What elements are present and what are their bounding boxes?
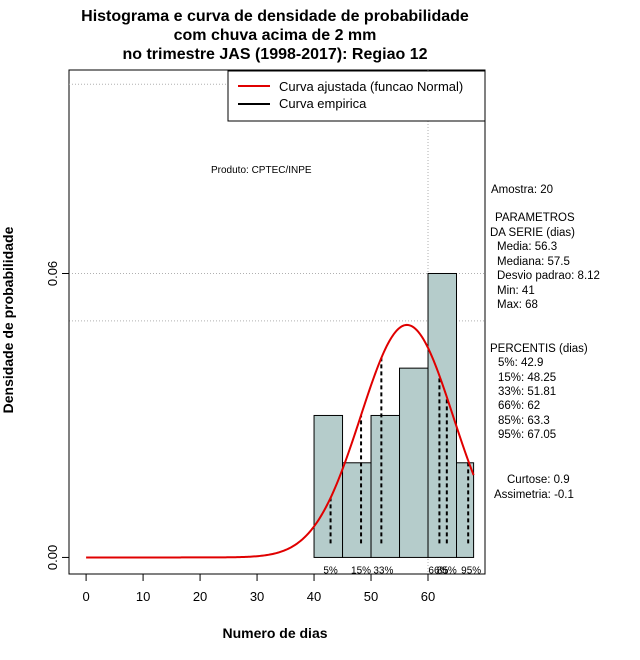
histogram-bars	[313, 272, 475, 558]
stat-p5: 5%: 42.9	[498, 357, 543, 369]
histogram-bar	[370, 414, 401, 558]
y-tick-label: 0.06	[45, 261, 60, 286]
legend-label-normal: Curva ajustada (funcao Normal)	[279, 79, 463, 94]
percentile-label: 95%	[461, 565, 481, 576]
legend-box	[227, 70, 486, 122]
percentile-label: 66%	[428, 565, 448, 576]
histogram-bar	[456, 462, 475, 558]
percentile-lines	[329, 357, 470, 544]
histogram-bar	[313, 414, 344, 558]
stat-curtose: Curtose: 0.9	[507, 474, 570, 486]
chart-title-line-2: com chuva acima de 2 mm	[174, 27, 377, 44]
percentile-labels: 5% 15% 33% 66%85% 95%	[323, 565, 481, 576]
histogram-bar	[399, 367, 429, 558]
stat-media: Media: 56.3	[497, 241, 557, 253]
stat-mediana: Mediana: 57.5	[497, 256, 570, 268]
product-label: Produto: CPTEC/INPE	[211, 165, 312, 176]
percentile-label: 15%	[351, 565, 371, 576]
x-tick-label: 40	[307, 589, 321, 604]
y-axis: 0.00 0.06	[45, 261, 70, 570]
stat-p85: 85%: 63.3	[498, 415, 550, 427]
stat-p66: 66%: 62	[498, 400, 540, 412]
stat-params-heading-2: DA SERIE (dias)	[490, 227, 575, 239]
statistics-panel: Amostra: 20 PARAMETROS DA SERIE (dias) M…	[490, 184, 600, 501]
stat-params-heading-1: PARAMETROS	[495, 212, 575, 224]
histogram-bar	[342, 462, 372, 558]
stat-p15: 15%: 48.25	[498, 372, 556, 384]
x-tick-label: 30	[250, 589, 264, 604]
stat-max: Max: 68	[497, 299, 538, 311]
x-axis: 0 10 20 30 40 50 60	[82, 573, 435, 604]
x-tick-label: 50	[364, 589, 378, 604]
stat-p95: 95%: 67.05	[498, 429, 556, 441]
stat-sample: Amostra: 20	[491, 184, 553, 196]
normal-curve-line	[86, 323, 475, 559]
histogram-bar	[427, 272, 458, 558]
x-tick-label: 60	[421, 589, 435, 604]
stat-p33: 33%: 51.81	[498, 386, 556, 398]
x-tick-label: 10	[136, 589, 150, 604]
stat-percentis-heading: PERCENTIS (dias)	[490, 343, 588, 355]
y-tick-label: 0.00	[45, 545, 60, 570]
chart-title-line-3: no trimestre JAS (1998-2017): Regiao 12	[122, 46, 427, 63]
legend-label-empirical: Curva empirica	[279, 96, 367, 111]
x-axis-label: Numero de dias	[222, 625, 327, 641]
stat-assimetria: Assimetria: -0.1	[494, 489, 574, 501]
x-tick-label: 20	[193, 589, 207, 604]
stat-min: Min: 41	[497, 285, 535, 297]
y-axis-label: Densidade de probabilidade	[0, 226, 16, 413]
percentile-label: 5%	[323, 565, 338, 576]
chart-title-line-1: Histograma e curva de densidade de proba…	[81, 8, 469, 25]
stat-desvio: Desvio padrao: 8.12	[497, 270, 600, 282]
legend: Curva ajustada (funcao Normal) Curva emp…	[227, 70, 486, 122]
percentile-label: 33%	[373, 565, 393, 576]
x-tick-label: 0	[82, 589, 89, 604]
percentile-label: 85%	[437, 565, 457, 576]
